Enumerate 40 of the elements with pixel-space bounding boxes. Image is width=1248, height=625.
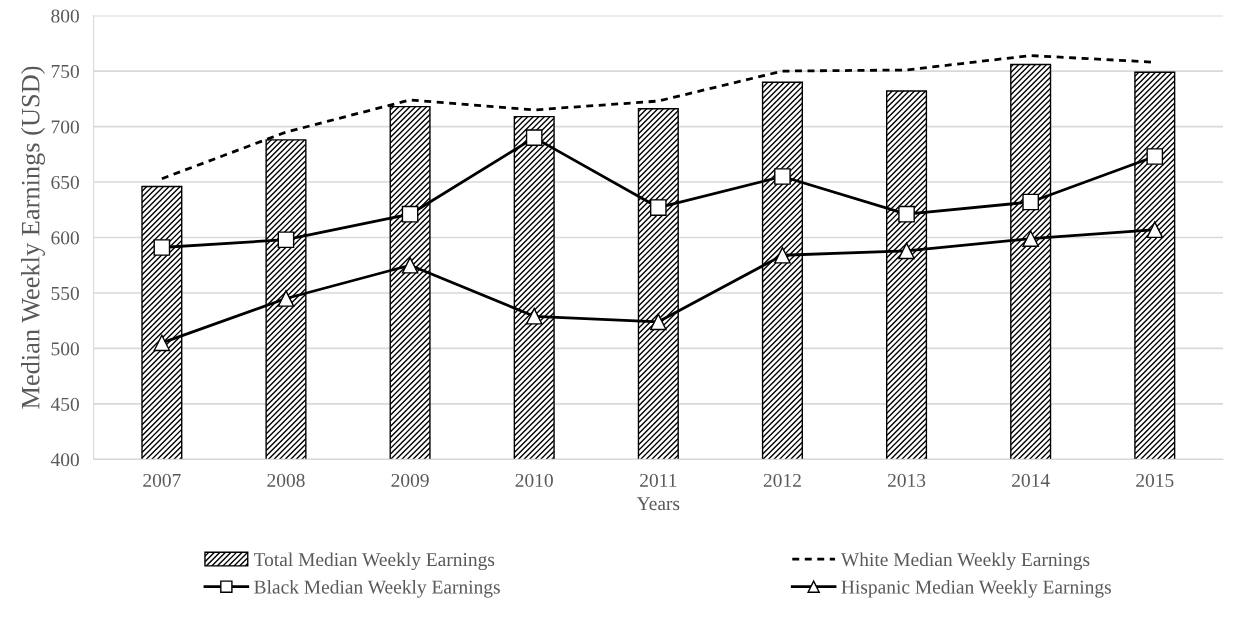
y-tick-label: 550 [51, 286, 79, 300]
x-tick-label: 2015 [1136, 473, 1174, 487]
x-axis-title: Years [636, 497, 680, 511]
point [774, 246, 791, 264]
point [525, 307, 543, 325]
x-tick-label: 2007 [143, 473, 181, 487]
y-tick-label: 650 [51, 175, 79, 189]
x-tick-label: 2008 [267, 473, 305, 487]
y-tick-label: 400 [50, 453, 79, 467]
x-tick-label: 2013 [887, 473, 926, 487]
point [153, 334, 171, 352]
y-axis-title: Median Weekly Earnings (USD) [20, 66, 45, 409]
point [401, 256, 419, 274]
point [401, 205, 419, 223]
x-tick-label: 2009 [391, 473, 429, 487]
y-tick-label: 600 [51, 231, 79, 245]
x-tick-label: 2011 [640, 473, 677, 487]
legend-label: Black Median Weekly Earnings [254, 579, 500, 598]
x-tick-label: 2014 [1012, 473, 1050, 487]
y-tick-label: 750 [51, 64, 79, 79]
point [153, 239, 171, 256]
x-tick-label: 2012 [763, 473, 801, 487]
point [649, 199, 667, 216]
point [649, 313, 667, 331]
point [898, 242, 915, 260]
y-tick-label: 450 [50, 397, 79, 411]
point [277, 290, 295, 307]
legend-label: Total Median Weekly Earnings [253, 552, 495, 571]
point [774, 168, 791, 185]
y-tick-label: 700 [51, 120, 79, 134]
legend-label: White Median Weekly Earnings [840, 552, 1090, 571]
point [1022, 193, 1039, 211]
y-tick-label: 800 [51, 9, 79, 23]
point [525, 129, 543, 146]
point [898, 205, 915, 223]
legend-label: Hispanic Median Weekly Earnings [841, 579, 1111, 598]
point [277, 231, 295, 249]
point [1146, 148, 1164, 165]
y-tick-label: 500 [51, 342, 79, 356]
x-tick-label: 2010 [515, 473, 553, 487]
